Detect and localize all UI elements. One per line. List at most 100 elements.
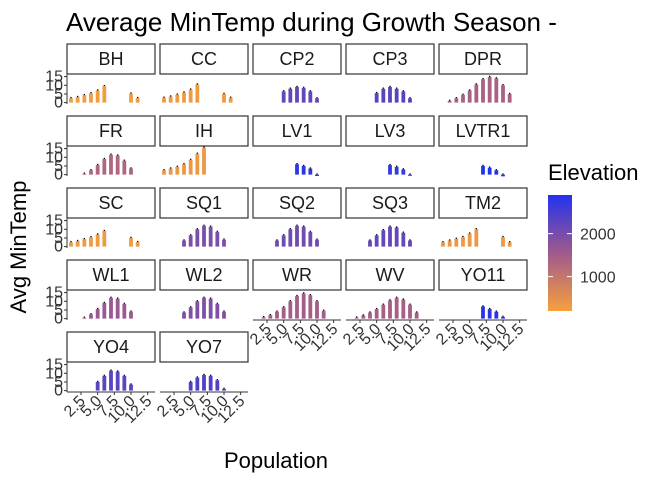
bar — [202, 375, 206, 391]
bar — [507, 242, 512, 247]
error-bar — [302, 292, 305, 294]
error-bar — [96, 380, 99, 382]
bar — [467, 233, 472, 247]
facet-panel-dpr: DPR — [438, 43, 528, 103]
facet-strip — [66, 187, 156, 219]
error-bar — [296, 294, 298, 297]
error-bar — [110, 296, 112, 298]
bar — [188, 159, 193, 175]
bar — [394, 227, 399, 247]
error-bar — [203, 224, 205, 226]
facet-strip — [345, 115, 435, 147]
y-tick-label: 5 — [54, 374, 63, 391]
y-tick-label: 5 — [54, 86, 63, 103]
facet-strip — [252, 259, 342, 291]
error-bar — [369, 239, 371, 241]
facet-strip — [438, 259, 528, 291]
error-bar — [482, 164, 484, 166]
error-bar — [382, 303, 385, 305]
bar — [115, 298, 120, 319]
bar — [75, 241, 80, 247]
bar — [195, 229, 200, 247]
bar — [301, 293, 306, 319]
error-bar — [276, 310, 278, 312]
bar — [109, 370, 113, 391]
error-bar — [309, 167, 312, 169]
facet-strip-label: WR — [282, 265, 312, 285]
bar — [447, 100, 452, 103]
error-bar — [495, 169, 498, 171]
bar — [175, 166, 180, 175]
error-bar — [116, 154, 119, 156]
bar — [401, 91, 406, 103]
error-bar — [488, 307, 491, 310]
bar — [494, 170, 499, 175]
bar — [261, 317, 266, 319]
bar — [461, 237, 465, 247]
error-bar — [216, 302, 219, 304]
facet-strip — [438, 43, 528, 75]
y-tick-label: 15 — [45, 141, 63, 158]
bar — [388, 300, 392, 319]
error-bar — [83, 316, 86, 318]
facet-panel-lv1: LV1 — [252, 115, 342, 176]
error-bar — [302, 164, 305, 166]
facet-strip-label: IH — [195, 121, 213, 141]
error-bar — [176, 93, 179, 95]
bar — [368, 312, 372, 319]
error-bar — [276, 239, 278, 241]
error-bar — [462, 235, 464, 238]
bar — [301, 165, 306, 175]
bar — [487, 167, 492, 175]
bar — [288, 88, 293, 103]
facet-strip — [159, 259, 249, 291]
bar — [89, 93, 93, 103]
y-tick-label: 10 — [45, 293, 63, 310]
facet-strip-label: WL2 — [185, 265, 222, 285]
error-bar — [502, 235, 504, 238]
bar — [394, 166, 399, 175]
bar — [109, 297, 113, 319]
error-bar — [475, 83, 478, 85]
bar — [82, 173, 87, 175]
error-bar — [475, 228, 478, 230]
facet-strip-label: YO4 — [93, 337, 129, 357]
bar — [222, 239, 226, 247]
bar — [202, 297, 206, 319]
facet-panel-wr: WR2.55.07.510.012.5 — [247, 259, 342, 355]
error-bar — [282, 90, 285, 92]
bar — [281, 91, 286, 103]
bar — [95, 309, 100, 319]
error-bar — [455, 237, 458, 239]
error-bar — [209, 225, 212, 227]
facet-strip-label: BH — [98, 49, 123, 69]
bar — [481, 306, 485, 319]
error-bar — [96, 163, 99, 166]
error-bar — [402, 168, 405, 170]
bar — [408, 240, 412, 247]
bar — [481, 79, 485, 103]
error-bar — [389, 299, 391, 301]
bar — [288, 229, 293, 247]
bar — [75, 97, 80, 103]
y-tick-label: 10 — [45, 365, 63, 382]
error-bar — [189, 380, 192, 382]
error-bar — [90, 236, 92, 238]
bar — [82, 317, 87, 319]
bar — [215, 231, 220, 247]
bar — [215, 380, 220, 391]
error-bar — [395, 226, 398, 228]
bar — [368, 240, 372, 247]
error-bar — [136, 96, 139, 99]
bar — [507, 93, 512, 103]
bar — [182, 164, 186, 175]
bar — [381, 230, 386, 247]
bar — [441, 242, 445, 247]
bar — [95, 234, 100, 247]
error-bar — [83, 93, 86, 96]
facet-strip — [438, 187, 528, 219]
facet-strip — [159, 331, 249, 363]
bar — [175, 94, 180, 103]
